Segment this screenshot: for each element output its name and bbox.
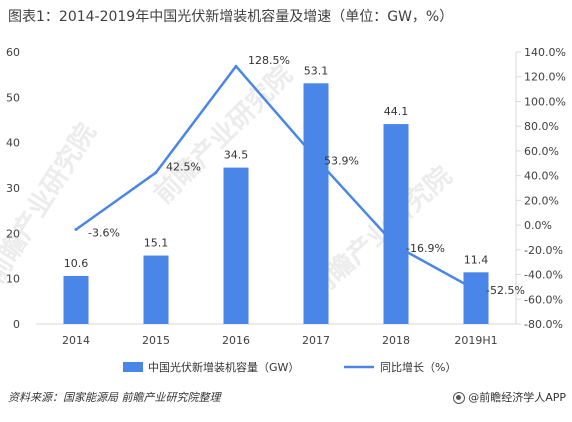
bar-data-label: 44.1 (384, 105, 409, 118)
line-data-label: -16.9% (406, 242, 445, 255)
line-data-label: 128.5% (248, 54, 290, 67)
legend: 中国光伏新增装机容量（GW） 同比增长（%） (123, 360, 456, 374)
bar (223, 167, 249, 324)
line-point (314, 156, 318, 160)
y-right-tick-label: -20.0% (524, 244, 563, 257)
y-right-tick-label: 40.0% (524, 170, 559, 183)
y-right-tick-label: 80.0% (524, 120, 559, 133)
line-point (74, 228, 78, 232)
x-tick-label: 2019H1 (454, 334, 497, 347)
right-axis: -80.0% -60.0% -40.0% -20.0% 0.0% 20.0% 40.0% 60… (515, 46, 566, 331)
line-data-label: 42.5% (166, 161, 201, 174)
y-right-tick-label: 100.0% (524, 95, 566, 108)
y-left-tick-label: 10 (6, 273, 20, 286)
bar (63, 275, 89, 324)
legend-label-bar: 中国光伏新增装机容量（GW） (148, 360, 299, 374)
brand-label: @前瞻经济学人APP (468, 391, 566, 404)
line-point (154, 171, 158, 175)
bar (303, 83, 329, 324)
x-tick-label: 2014 (62, 334, 90, 347)
x-tick-label: 2018 (382, 334, 410, 347)
y-right-tick-label: 60.0% (524, 145, 559, 158)
y-right-tick-label: 20.0% (524, 194, 559, 207)
line-data-label: 53.9% (324, 154, 359, 167)
footer: 资料来源：国家能源局 前瞻产业研究院整理 @前瞻经济学人APP (0, 388, 572, 408)
x-axis: 2014 2015 2016 2017 2018 2019H1 (62, 334, 498, 347)
bar-data-label: 10.6 (64, 257, 89, 270)
line-point (474, 288, 478, 292)
x-tick-label: 2017 (302, 334, 330, 347)
bar-data-label: 11.4 (464, 253, 489, 266)
x-tick-label: 2015 (142, 334, 170, 347)
line-point (234, 64, 238, 68)
left-axis: 0 10 20 30 40 50 60 (6, 46, 20, 331)
bar (463, 272, 489, 324)
series-line (75, 64, 477, 292)
brand: @前瞻经济学人APP (453, 388, 566, 408)
bar-data-label: 53.1 (304, 64, 329, 77)
y-left-tick-label: 30 (6, 182, 20, 195)
y-left-tick-label: 20 (6, 227, 20, 240)
y-right-tick-label: -80.0% (524, 318, 563, 331)
line-data-label: -52.5% (486, 284, 525, 297)
y-left-tick-label: 60 (6, 46, 20, 59)
bar-data-label: 15.1 (144, 237, 169, 250)
line-data-labels: -3.6% 42.5% 128.5% 53.9% -16.9% -52.5% (88, 54, 525, 297)
line-point (394, 244, 398, 248)
bar-series (63, 83, 489, 324)
y-right-tick-label: 120.0% (524, 71, 566, 84)
line-data-label: -3.6% (88, 227, 120, 240)
y-left-tick-label: 50 (6, 91, 20, 104)
legend-label-line: 同比增长（%） (380, 360, 456, 374)
y-right-tick-label: 0.0% (524, 219, 552, 232)
chart-title: 图表1：2014-2019年中国光伏新增装机容量及增速（单位：GW，%） (8, 9, 454, 25)
y-left-tick-label: 0 (13, 318, 20, 331)
legend-swatch-bar (123, 362, 143, 372)
x-tick-label: 2016 (222, 334, 250, 347)
bar (383, 124, 409, 324)
bar-data-label: 34.5 (224, 149, 249, 162)
bar-data-labels: 10.6 15.1 34.5 53.1 44.1 11.4 (64, 64, 489, 270)
line-series (74, 64, 478, 292)
y-right-tick-label: 140.0% (524, 46, 566, 59)
y-left-tick-label: 40 (6, 137, 20, 150)
y-right-tick-label: -40.0% (524, 269, 563, 282)
source-note: 资料来源：国家能源局 前瞻产业研究院整理 (8, 391, 221, 404)
bar (143, 255, 169, 324)
y-right-tick-label: -60.0% (524, 293, 563, 306)
logo-circle-icon (453, 392, 466, 404)
